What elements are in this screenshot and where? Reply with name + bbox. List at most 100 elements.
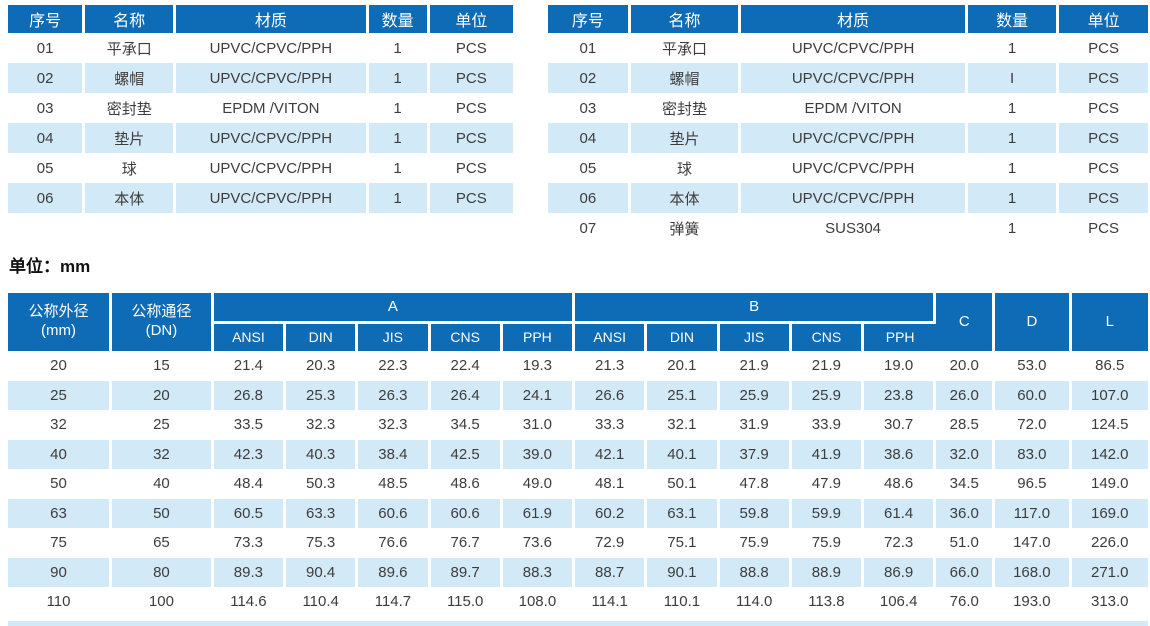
- table-cell: 114.6: [213, 587, 287, 617]
- table-cell: 86.9: [864, 557, 937, 587]
- parts-table-left-header-row: 序号 名称 材质 数量 单位: [8, 5, 513, 33]
- table-cell: 20.0: [936, 351, 996, 381]
- parts-table-right-body: 01 平承口 UPVC/CPVC/PPH 1 PCS 02 螺帽 UPVC/CPVC/PPH I…: [548, 33, 1148, 243]
- unit-label: 单位：mm: [9, 257, 91, 276]
- table-cell: 33.5: [213, 410, 287, 440]
- table-cell: 04: [548, 123, 631, 153]
- table-cell: 42.3: [213, 439, 287, 469]
- column-header-l: L: [1071, 293, 1148, 351]
- table-cell: 25: [112, 410, 214, 440]
- dimension-table-body: 20 15 21.4 20.3 22.3 22.4 19.3 21.3 20.1 21.9 21.9…: [8, 351, 1148, 617]
- table-row: 02 螺帽 UPVC/CPVC/PPH I PCS: [548, 63, 1148, 93]
- table-cell: 垫片: [630, 123, 742, 153]
- table-cell: 168.0: [995, 557, 1072, 587]
- table-cell: UPVC/CPVC/PPH: [741, 33, 968, 63]
- table-cell: 球: [85, 153, 177, 183]
- table-cell: 34.5: [430, 410, 503, 440]
- table-cell: PCS: [429, 33, 513, 63]
- table-cell: 75.1: [647, 528, 720, 558]
- table-cell: UPVC/CPVC/PPH: [741, 63, 968, 93]
- table-cell: 89.3: [213, 557, 287, 587]
- table-row: 05 球 UPVC/CPVC/PPH 1 PCS: [548, 153, 1148, 183]
- table-cell: 63.1: [647, 498, 720, 528]
- table-cell: 60.6: [358, 498, 431, 528]
- column-header-no: 序号: [548, 5, 631, 33]
- table-cell: 1: [368, 153, 430, 183]
- table-cell: UPVC/CPVC/PPH: [176, 63, 369, 93]
- table-cell: 38.4: [358, 439, 431, 469]
- table-cell: 密封垫: [630, 93, 742, 123]
- table-cell: 73.6: [502, 528, 576, 558]
- table-row: 01 平承口 UPVC/CPVC/PPH 1 PCS: [8, 33, 513, 63]
- table-cell: 60.0: [995, 380, 1072, 410]
- column-header-b-cns: CNS: [791, 324, 865, 351]
- table-cell: 32: [112, 439, 214, 469]
- table-cell: 26.6: [575, 380, 648, 410]
- column-header-a-din: DIN: [286, 324, 359, 351]
- table-row: 20 15 21.4 20.3 22.3 22.4 19.3 21.3 20.1 21.9 21.9…: [8, 351, 1148, 381]
- table-row: 50 40 48.4 50.3 48.5 48.6 49.0 48.1 50.1 47.8 47.9…: [8, 469, 1148, 499]
- column-header-a-jis: JIS: [358, 324, 431, 351]
- column-header-nominal-diameter-text: 公称通径: [131, 303, 192, 321]
- table-cell: UPVC/CPVC/PPH: [176, 123, 369, 153]
- table-cell: 密封垫: [85, 93, 177, 123]
- column-header-qty: 数量: [967, 5, 1060, 33]
- table-cell: 110.4: [286, 587, 359, 617]
- table-cell: 1: [967, 123, 1060, 153]
- parts-table-left: 序号 名称 材质 数量 单位 01 平承口 UPVC/CPVC/PPH 1 PCS 02 螺…: [8, 5, 513, 213]
- table-cell: 32.0: [936, 439, 996, 469]
- table-cell: 110.1: [647, 587, 720, 617]
- table-cell: 61.9: [502, 498, 576, 528]
- table-row: 02 螺帽 UPVC/CPVC/PPH 1 PCS: [8, 63, 513, 93]
- table-cell: 39.0: [502, 439, 576, 469]
- dimension-table: 公称外径 (mm) 公称通径 (DN) A B C D L ANSI DIN J…: [8, 293, 1148, 617]
- column-header-unit: 单位: [429, 5, 513, 33]
- table-cell: 06: [8, 183, 86, 213]
- table-cell: 115.0: [430, 587, 503, 617]
- table-cell: 40.1: [647, 439, 720, 469]
- table-row: 05 球 UPVC/CPVC/PPH 1 PCS: [8, 153, 513, 183]
- table-cell: SUS304: [741, 213, 968, 243]
- table-row: 32 25 33.5 32.3 32.3 34.5 31.0 33.3 32.1 31.9 33.9…: [8, 410, 1148, 440]
- table-cell: 88.3: [502, 557, 576, 587]
- table-cell: 114.0: [719, 587, 792, 617]
- column-header-c: C: [936, 293, 996, 351]
- cropped-bottom-row-strip: [8, 621, 1148, 626]
- table-cell: 50: [8, 469, 113, 499]
- table-cell: 螺帽: [85, 63, 177, 93]
- table-row: 90 80 89.3 90.4 89.6 89.7 88.3 88.7 90.1 88.8 88.9…: [8, 557, 1148, 587]
- table-cell: EPDM /VITON: [176, 93, 369, 123]
- table-cell: 01: [548, 33, 631, 63]
- table-cell: 88.7: [575, 557, 648, 587]
- column-header-outer-diameter-text: 公称外径: [28, 303, 89, 321]
- column-header-nominal-diameter: 公称通径 (DN): [112, 293, 214, 351]
- table-cell: PCS: [1059, 183, 1148, 213]
- table-cell: PCS: [1059, 123, 1148, 153]
- dimension-table-group-header-row: 公称外径 (mm) 公称通径 (DN) A B C D L: [8, 293, 1148, 351]
- table-cell: 26.3: [358, 380, 431, 410]
- parts-table-right: 序号 名称 材质 数量 单位 01 平承口 UPVC/CPVC/PPH 1 PCS 02 螺…: [548, 5, 1148, 243]
- table-cell: 40: [8, 439, 113, 469]
- table-cell: 04: [8, 123, 86, 153]
- table-cell: 48.1: [575, 469, 648, 499]
- table-cell: EPDM /VITON: [741, 93, 968, 123]
- table-cell: 107.0: [1071, 380, 1148, 410]
- table-cell: 33.9: [791, 410, 865, 440]
- table-cell: 61.4: [864, 498, 937, 528]
- parts-table-left-body: 01 平承口 UPVC/CPVC/PPH 1 PCS 02 螺帽 UPVC/CPVC/PPH 1…: [8, 33, 513, 213]
- table-cell: 88.8: [719, 557, 792, 587]
- table-cell: 48.5: [358, 469, 431, 499]
- column-header-unit: 单位: [1059, 5, 1148, 33]
- table-cell: 117.0: [995, 498, 1072, 528]
- table-row: 75 65 73.3 75.3 76.6 76.7 73.6 72.9 75.1 75.9 75.9…: [8, 528, 1148, 558]
- table-cell: 96.5: [995, 469, 1072, 499]
- table-cell: 72.3: [864, 528, 937, 558]
- table-cell: 40.3: [286, 439, 359, 469]
- column-header-b-jis: JIS: [719, 324, 792, 351]
- table-cell: 球: [630, 153, 742, 183]
- table-cell: 21.9: [719, 351, 792, 381]
- table-cell: 25.1: [647, 380, 720, 410]
- table-cell: 271.0: [1071, 557, 1148, 587]
- table-cell: PCS: [1059, 153, 1148, 183]
- table-cell: 25.9: [719, 380, 792, 410]
